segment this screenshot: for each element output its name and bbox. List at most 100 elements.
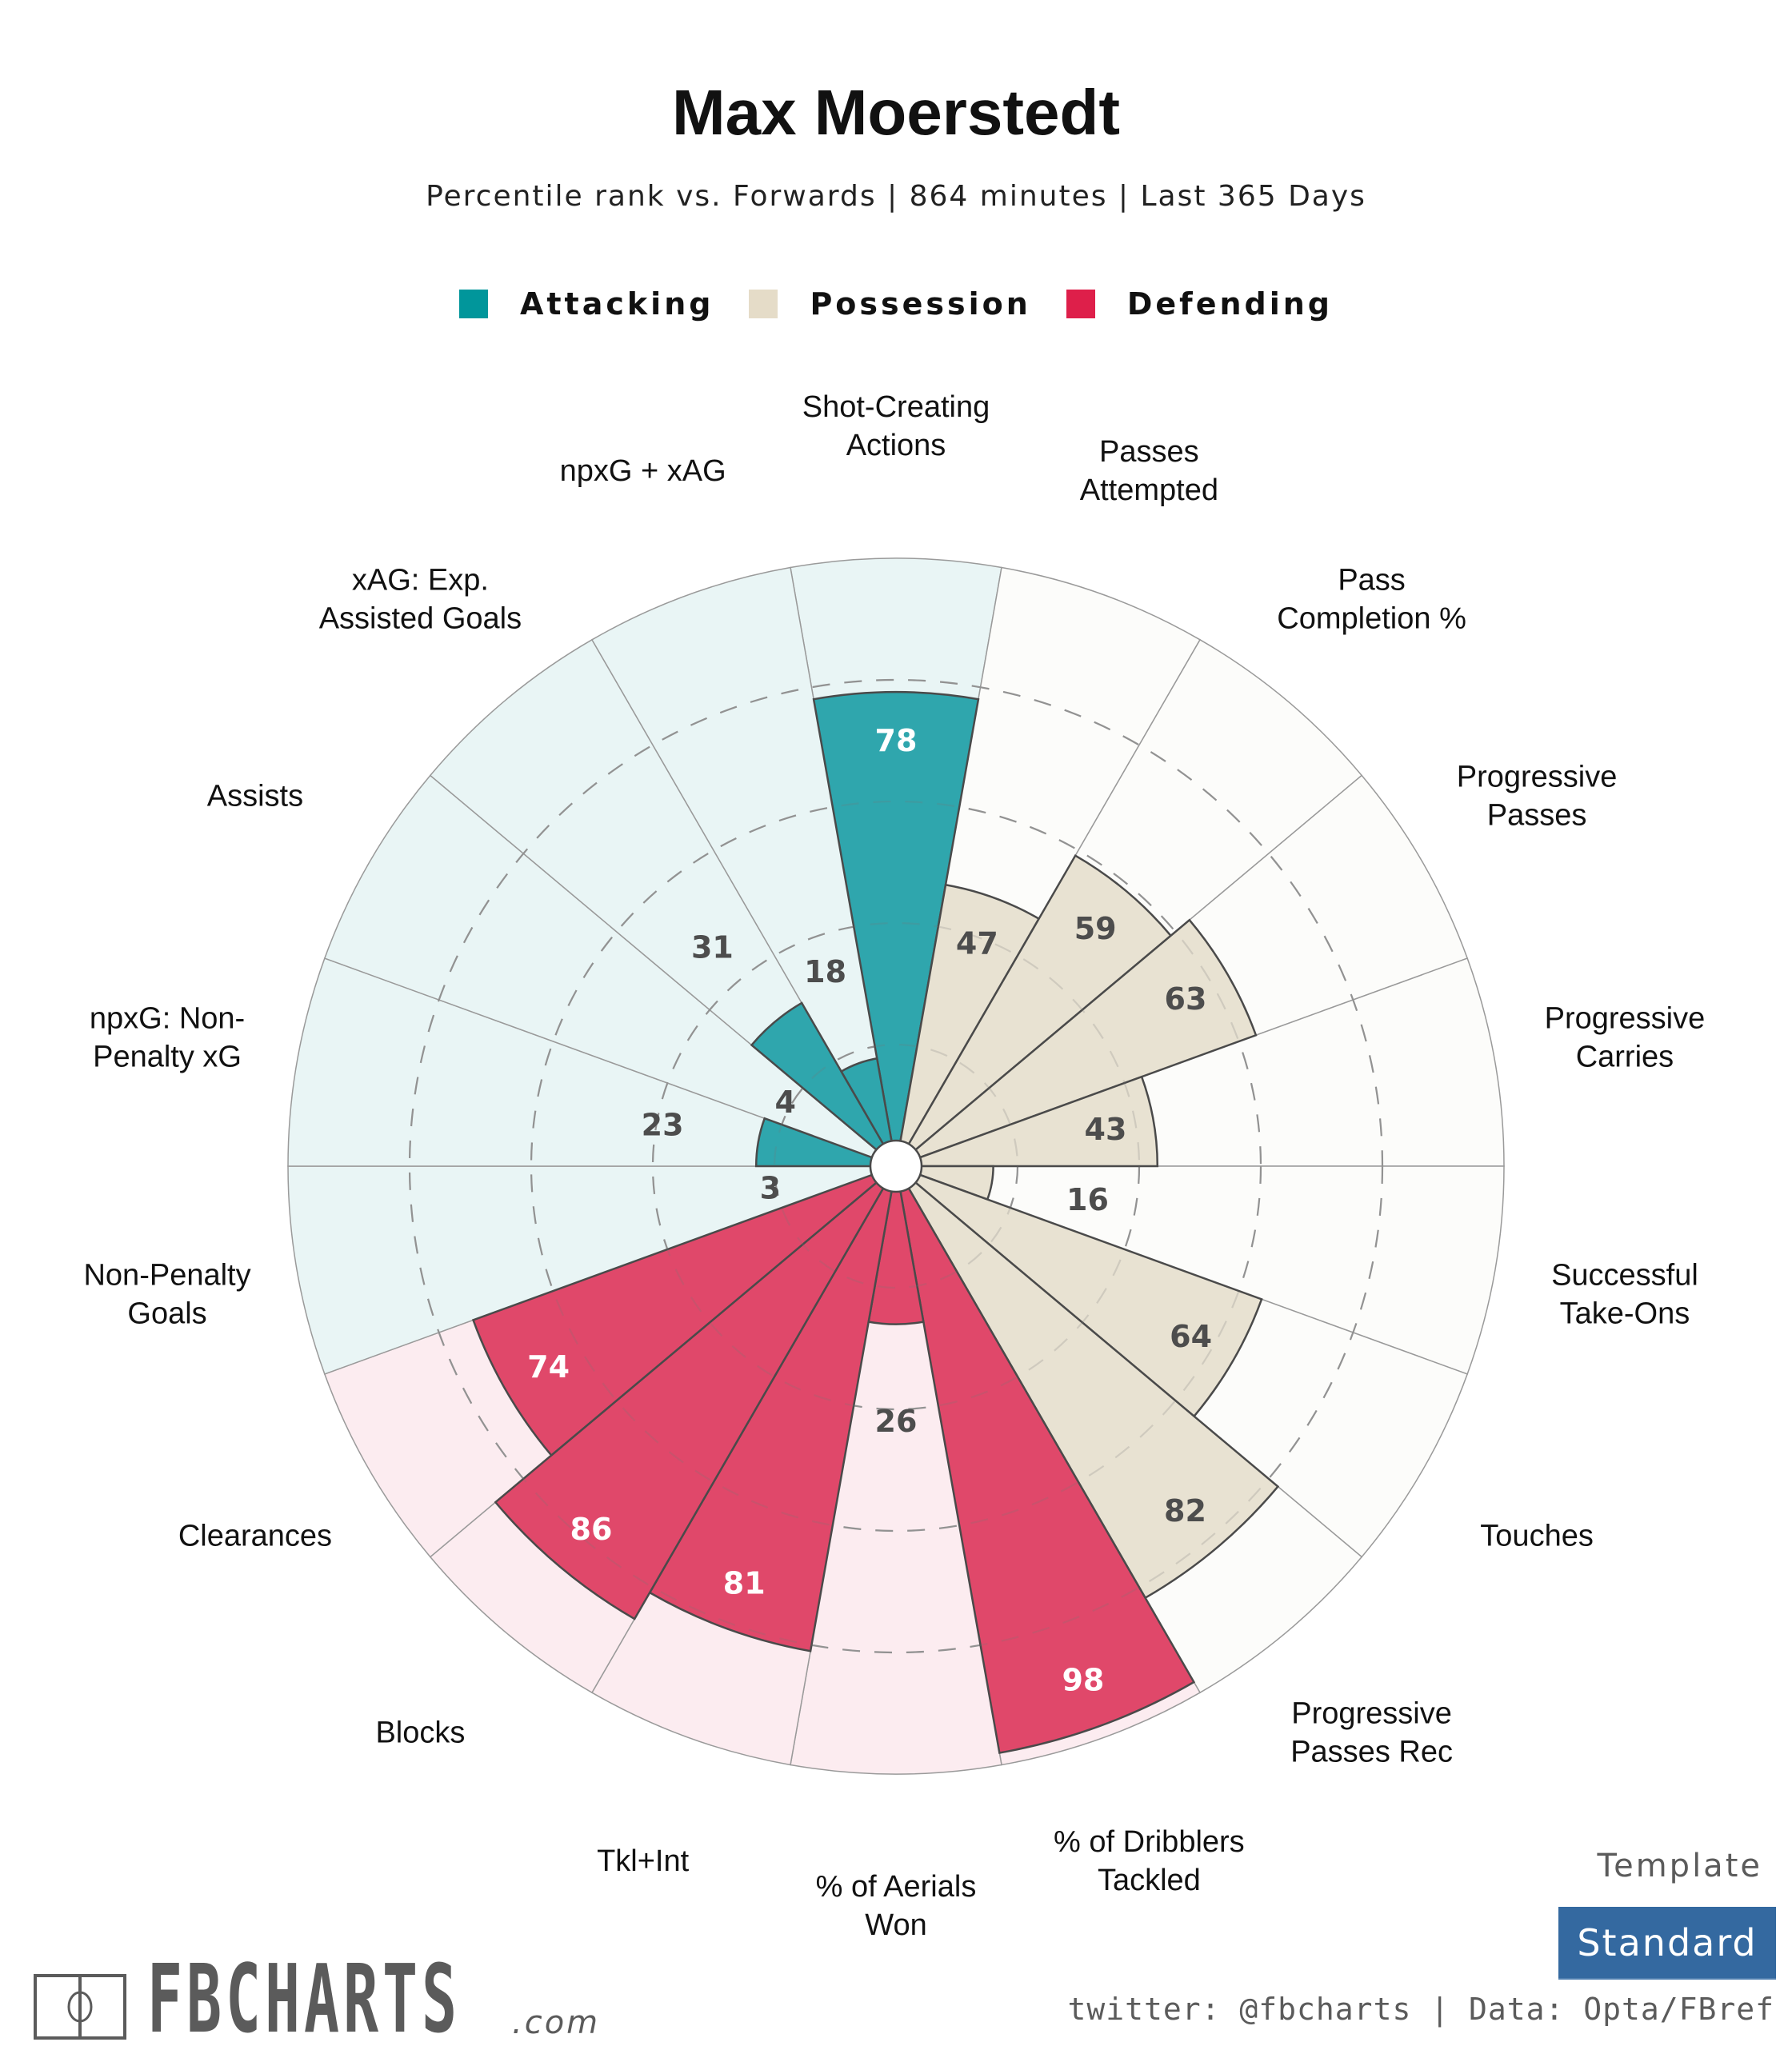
category-label-line: Assisted Goals (319, 601, 522, 635)
value-label: 18 (804, 954, 846, 989)
bar (750, 1001, 898, 1167)
bar (812, 691, 980, 1167)
value-label: 81 (723, 1565, 766, 1600)
center-hole (869, 1139, 923, 1193)
category-label: xAG: Exp. Assisted Goals (319, 563, 522, 635)
gridline-ring-overlay (408, 678, 1384, 1654)
value-label: 74 (527, 1349, 570, 1385)
category-label-line: Assists (207, 780, 303, 813)
value-label: 78 (875, 723, 918, 758)
category-label-line: Won (865, 1908, 926, 1942)
gridline-ring (530, 800, 1262, 1533)
bar (648, 1165, 898, 1652)
bar (894, 853, 1173, 1167)
footer-credit: twitter: @fbcharts | Data: Opta/FBref (1067, 1992, 1774, 2027)
value-label: 26 (875, 1404, 918, 1439)
bars (471, 691, 1280, 1754)
legend-item-defending: Defending (1066, 286, 1333, 322)
value-label: 98 (1062, 1663, 1104, 1698)
category-label-line: Non-Penalty (83, 1259, 250, 1293)
category-label-line: npxG: Non- (90, 1001, 245, 1035)
chart-title: Max Moerstedt (671, 77, 1121, 148)
legend-swatch-possession (749, 290, 778, 318)
category-label: Assists (207, 780, 303, 813)
category-label-line: % of Dribblers (1054, 1825, 1245, 1859)
bar (895, 918, 1258, 1168)
value-label: 59 (1074, 911, 1117, 946)
category-label: Progressive Passes (1457, 761, 1618, 833)
slice-background (895, 1165, 1505, 1375)
category-label-line: Penalty xG (93, 1040, 242, 1073)
category-label-line: Shot-Creating (802, 390, 990, 424)
category-label-line: Passes (1487, 799, 1587, 833)
category-label-line: Tackled (1098, 1864, 1201, 1897)
category-label-line: Clearances (178, 1520, 332, 1553)
category-label: Non-Penalty Goals (83, 1259, 250, 1331)
category-label-line: Progressive (1457, 761, 1618, 794)
bar (895, 1165, 1263, 1418)
value-label: 47 (956, 925, 998, 961)
legend-swatch-defending (1066, 290, 1095, 318)
fbcharts-logo: FBCHARTS .com (32, 1952, 653, 2046)
category-label: % of Dribblers Tackled (1054, 1825, 1245, 1897)
category-label-line: npxG + xAG (560, 454, 726, 488)
value-label: 86 (570, 1512, 613, 1547)
value-label: 64 (1170, 1319, 1212, 1354)
category-label-line: % of Aerials (816, 1870, 977, 1904)
category-label-line: Progressive (1545, 1001, 1706, 1035)
bar (471, 1165, 897, 1457)
category-label-line: Tkl+Int (597, 1844, 690, 1878)
category-label: Clearances (178, 1520, 332, 1553)
category-label: Pass Completion % (1277, 563, 1466, 635)
slice-background (790, 1165, 1002, 1775)
value-label: 31 (691, 929, 734, 965)
bar (894, 1165, 1280, 1600)
value-label: 3 (760, 1171, 781, 1206)
value-label: 4 (775, 1085, 796, 1120)
category-label-line: Actions (846, 429, 946, 462)
category-label: Touches (1480, 1520, 1594, 1553)
pitch-icon (34, 1974, 126, 2040)
category-label-line: Attempted (1080, 474, 1218, 507)
category-label-line: Goals (127, 1297, 206, 1331)
category-label: Passes Attempted (1080, 435, 1218, 507)
chart-subtitle: Percentile rank vs. Forwards | 864 minut… (426, 180, 1366, 213)
category-label: Successful Take-Ons (1551, 1259, 1698, 1331)
category-labels: Shot-Creating Actions Passes Attempted Pass C… (83, 390, 1705, 1942)
gridline-ring-overlay (651, 921, 1141, 1411)
bar (839, 1057, 898, 1167)
gridline-ring-overlay (530, 800, 1262, 1533)
category-label: npxG + xAG (560, 454, 726, 488)
category-label-line: Blocks (375, 1716, 465, 1750)
slice-background (590, 566, 897, 1167)
category-label-line: Carries (1576, 1040, 1674, 1073)
category-label-line: Touches (1480, 1520, 1594, 1553)
category-label-line: Completion % (1277, 601, 1466, 635)
legend-label-possession: Possession (810, 286, 1031, 322)
value-label: 23 (642, 1108, 684, 1143)
slice-background (287, 957, 897, 1167)
category-label-line: Progressive (1291, 1697, 1452, 1731)
category-label: Progressive Passes Rec (1290, 1697, 1453, 1769)
category-label-line: Pass (1338, 563, 1405, 597)
logo-domain-suffix: .com (512, 2004, 601, 2041)
gridline-ring-overlay (773, 1043, 1019, 1289)
value-label: 43 (1085, 1112, 1127, 1147)
category-label: npxG: Non- Penalty xG (90, 1001, 245, 1073)
bar (895, 1075, 1159, 1168)
logo-wordmark: FBCHARTS (147, 1944, 462, 2054)
legend: Attacking Possession Defending (0, 286, 1792, 322)
category-label-line: Passes (1099, 435, 1199, 469)
category-label-line: Passes Rec (1290, 1736, 1453, 1769)
category-label: % of Aerials Won (816, 1870, 977, 1942)
bar (494, 1165, 898, 1620)
gridline-ring (408, 678, 1384, 1654)
template-badge: Standard (1558, 1907, 1776, 1980)
bar (894, 1165, 1196, 1754)
legend-label-attacking: Attacking (519, 286, 714, 322)
template-label: Template (1597, 1848, 1762, 1884)
legend-item-attacking: Attacking (458, 286, 714, 322)
value-label: 82 (1164, 1493, 1206, 1529)
category-label: Progressive Carries (1545, 1001, 1706, 1073)
category-label: Tkl+Int (597, 1844, 690, 1878)
